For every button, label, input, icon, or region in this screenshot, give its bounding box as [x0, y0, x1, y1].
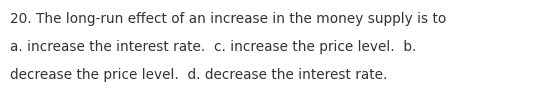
Text: 20. The long-run effect of an increase in the money supply is to: 20. The long-run effect of an increase i… — [10, 12, 446, 26]
Text: a. increase the interest rate.  c. increase the price level.  b.: a. increase the interest rate. c. increa… — [10, 40, 416, 54]
Text: decrease the price level.  d. decrease the interest rate.: decrease the price level. d. decrease th… — [10, 68, 387, 82]
